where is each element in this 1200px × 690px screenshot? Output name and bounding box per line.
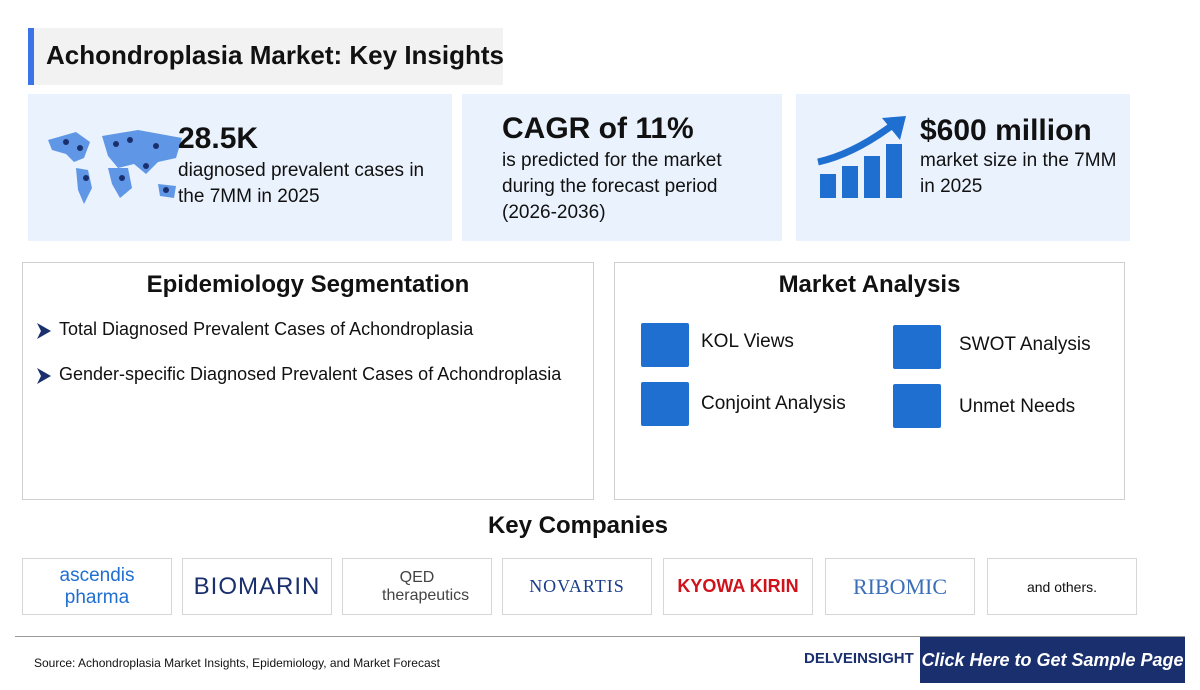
chevron: [37, 368, 51, 384]
title-accent: [28, 28, 34, 85]
list-item: Total Diagnosed Prevalent Cases of Achon…: [59, 319, 474, 339]
list-item: Gender-specific Diagnosed Prevalent Case…: [59, 364, 562, 384]
stat-card: $600 million market size in the 7MM in 2…: [796, 94, 1130, 241]
needs-icon: [893, 384, 941, 428]
stat-value: CAGR of 11%: [502, 112, 694, 145]
company-name: KYOWA KIRIN: [677, 576, 799, 596]
divider: [15, 636, 1185, 637]
analysis-item: SWOT Analysis: [959, 334, 1091, 355]
title-box: [28, 28, 503, 85]
company-logo: RIBOMIC: [825, 558, 975, 615]
analysis-item: Conjoint Analysis: [701, 393, 846, 414]
company-name: and others.: [1026, 578, 1098, 595]
market-panel: Market Analysis KOL Views SWOT Analysis …: [614, 262, 1125, 500]
stat-text: is predicted for the market during the f…: [502, 150, 722, 223]
company-name: BIOMARIN: [193, 572, 321, 600]
company-logo: and others.: [987, 558, 1137, 615]
panel-title: Epidemiology Segmentation: [146, 271, 470, 298]
stat-value: 28.5K: [178, 122, 259, 155]
stat-card: 28.5K diagnosed prevalent cases in the 7…: [28, 94, 452, 241]
company-logo: KYOWA KIRIN: [663, 558, 813, 615]
swot-icon: [893, 325, 941, 369]
growth-icon: [817, 116, 906, 198]
company-logo: QED therapeutics: [342, 558, 492, 615]
analysis-item: Unmet Needs: [959, 396, 1076, 417]
epidemiology-panel: Epidemiology Segmentation Total Diagnose…: [22, 262, 594, 500]
button-label[interactable]: Click Here to Get Sample Page: [921, 649, 1184, 670]
stat-text: diagnosed prevalent cases in the 7MM in …: [178, 160, 425, 207]
brand: DELVEINSIGHT: [804, 650, 914, 667]
world-map-icon: [48, 130, 182, 204]
panel-title: Market Analysis: [778, 271, 961, 298]
company-logo: BIOMARIN: [182, 558, 332, 615]
chevron: [37, 323, 51, 339]
sample-button[interactable]: Click Here to Get Sample Page: [920, 637, 1185, 683]
companies-title: Key Companies: [487, 512, 669, 539]
kol-icon: [641, 323, 689, 367]
stat-text: market size in the 7MM in 2025: [920, 150, 1117, 197]
stat-card: CAGR of 11% is predicted for the market …: [462, 94, 782, 241]
company-logo: NOVARTIS: [502, 558, 652, 615]
analysis-item: KOL Views: [701, 331, 794, 352]
conjoint-icon: [641, 382, 689, 426]
company-name: QED therapeutics: [382, 568, 470, 604]
source: Source: Achondroplasia Market Insights, …: [34, 656, 440, 670]
company-name: NOVARTIS: [529, 576, 625, 596]
company-name: RIBOMIC: [852, 573, 948, 599]
company-logo: ascendis pharma: [22, 558, 172, 615]
stat-value: $600 million: [920, 114, 1092, 147]
title: Achondroplasia Market: Key Insights: [46, 40, 504, 70]
company-name: ascendis pharma: [59, 564, 135, 608]
